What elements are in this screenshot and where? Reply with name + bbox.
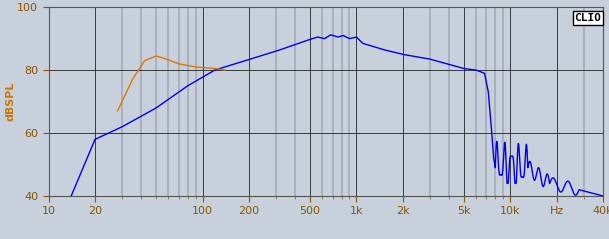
Y-axis label: dBSPL: dBSPL: [6, 82, 16, 121]
Text: CLIO: CLIO: [574, 13, 601, 23]
